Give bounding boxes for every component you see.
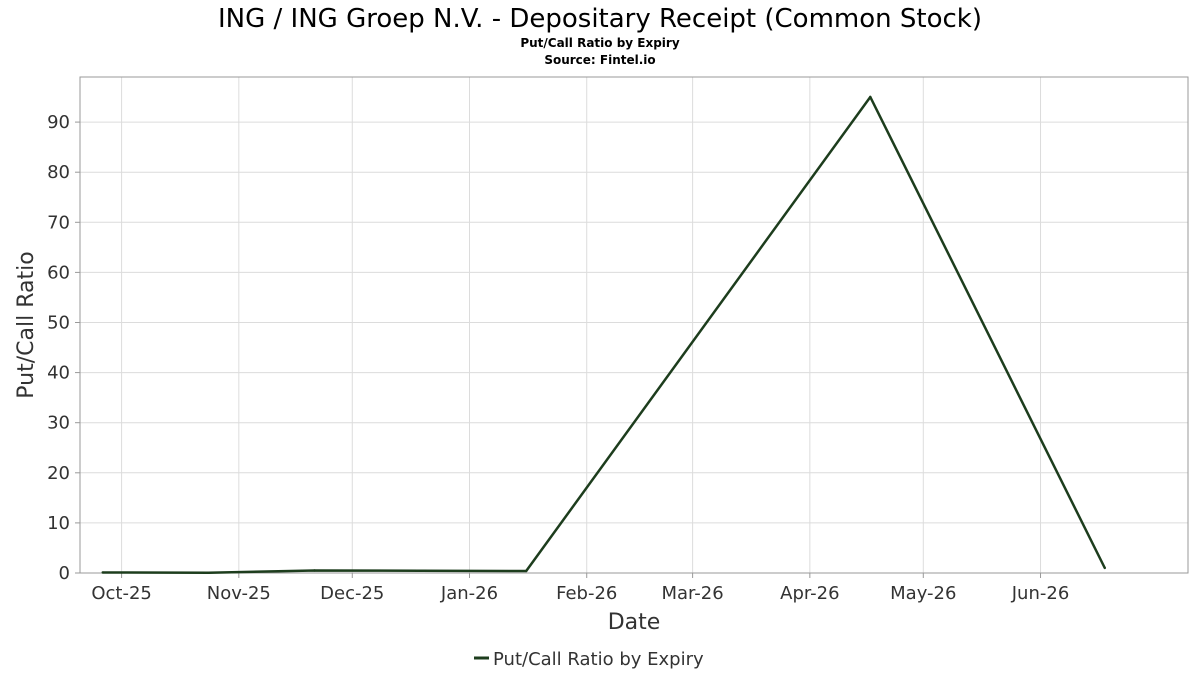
chart-subtitle: Put/Call Ratio by Expiry <box>520 36 680 50</box>
y-tick-label: 20 <box>47 463 70 484</box>
y-tick-label: 80 <box>47 162 70 183</box>
data-point[interactable] <box>207 571 210 574</box>
chart-title: ING / ING Groep N.V. - Depositary Receip… <box>218 4 982 34</box>
y-tick-label: 40 <box>47 363 70 384</box>
y-axis: 0 10 20 30 40 50 60 70 80 90 <box>47 112 80 584</box>
x-tick-label: Dec-25 <box>320 583 384 604</box>
x-tick-label: Mar-26 <box>662 583 724 604</box>
y-tick-label: 60 <box>47 262 70 283</box>
chart-source: Source: Fintel.io <box>544 53 655 67</box>
data-point[interactable] <box>419 569 422 572</box>
data-point[interactable] <box>101 571 104 574</box>
y-tick-label: 30 <box>47 413 70 434</box>
data-point[interactable] <box>1103 566 1107 570</box>
y-tick-label: 90 <box>47 112 70 133</box>
x-tick-label: Apr-26 <box>780 583 839 604</box>
x-tick-label: Jun-26 <box>1011 583 1070 604</box>
legend[interactable]: Put/Call Ratio by Expiry <box>474 649 704 670</box>
y-tick-label: 0 <box>59 563 70 584</box>
y-tick-label: 70 <box>47 212 70 233</box>
y-axis-label: Put/Call Ratio <box>14 251 39 398</box>
y-tick-label: 50 <box>47 312 70 333</box>
legend-label: Put/Call Ratio by Expiry <box>493 649 704 670</box>
plot-area <box>79 76 1189 574</box>
x-tick-label: Nov-25 <box>207 583 271 604</box>
series-line[interactable] <box>102 95 1106 574</box>
x-tick-label: Jan-26 <box>440 583 498 604</box>
series <box>101 95 1107 574</box>
data-point[interactable] <box>525 569 528 573</box>
data-point[interactable] <box>869 95 872 99</box>
x-tick-label: Oct-25 <box>91 583 152 604</box>
data-point[interactable] <box>313 569 316 572</box>
x-axis: Oct-25 Nov-25 Dec-25 Jan-26 Feb-26 Mar-26 Apr-… <box>91 573 1069 604</box>
x-tick-label: Feb-26 <box>556 583 617 604</box>
x-axis-label: Date <box>608 610 661 635</box>
grid <box>80 77 1188 574</box>
x-tick-label: May-26 <box>890 583 956 604</box>
y-tick-label: 10 <box>47 513 70 534</box>
